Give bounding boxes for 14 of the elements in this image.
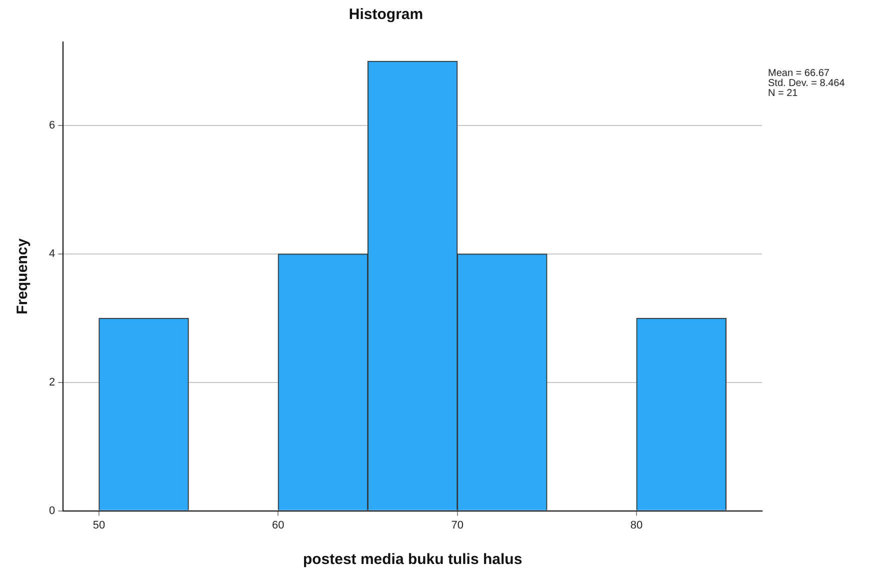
x-axis-title: postest media buku tulis halus	[302, 551, 522, 568]
x-tick-label: 60	[272, 519, 284, 532]
y-tick-label: 2	[48, 376, 56, 388]
y-tick-label: 6	[48, 120, 56, 132]
x-tick-label: 50	[92, 519, 106, 532]
x-tick-label: 70	[451, 519, 464, 532]
y-tick-label: 0	[48, 504, 56, 517]
text: Mean = 66.67	[768, 68, 830, 79]
y-tick-label: 4	[48, 248, 56, 260]
text: Std. Dev. = 8.464	[768, 78, 846, 89]
x-tick-label: 80	[630, 519, 643, 532]
chart-title: Histogram	[348, 6, 424, 24]
y-axis-title: Frequency	[14, 238, 32, 314]
text: N = 21	[768, 88, 798, 99]
